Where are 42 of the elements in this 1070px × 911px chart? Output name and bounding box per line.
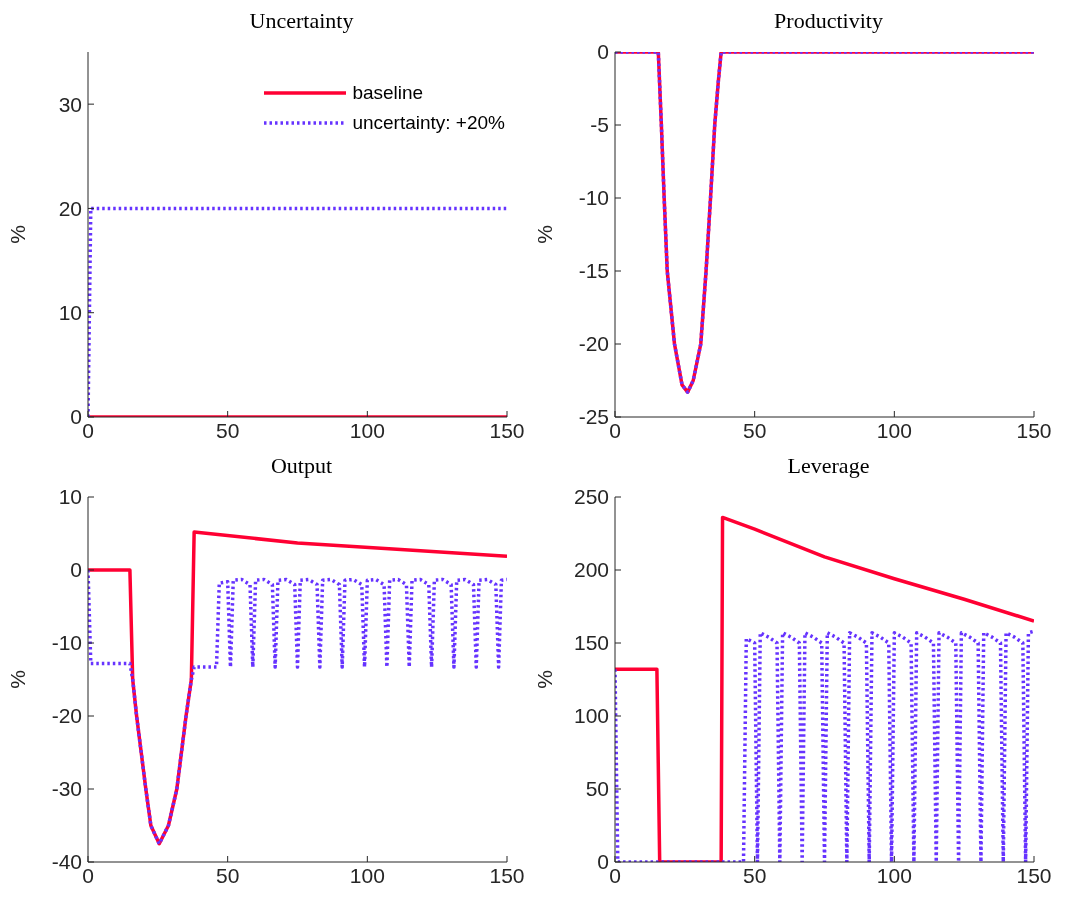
x-tick-label: 150 bbox=[1016, 863, 1052, 887]
y-axis-title: % bbox=[6, 670, 30, 689]
y-tick-label: -10 bbox=[578, 186, 609, 210]
x-tick-label: 150 bbox=[489, 418, 525, 442]
y-tick-label: 200 bbox=[573, 558, 609, 582]
x-tick-label: 100 bbox=[349, 863, 385, 887]
x-tick-label: 150 bbox=[1016, 418, 1052, 442]
y-tick-label: 150 bbox=[573, 631, 609, 655]
chart-title: Productivity bbox=[773, 8, 884, 35]
y-axis-title: % bbox=[533, 670, 557, 689]
y-tick-label: -20 bbox=[578, 332, 609, 356]
y-tick-label: 10 bbox=[58, 485, 82, 509]
x-tick-label: 100 bbox=[876, 418, 912, 442]
y-tick-label: -10 bbox=[51, 631, 82, 655]
y-tick-label: 0 bbox=[597, 40, 609, 64]
y-tick-label: 0 bbox=[70, 558, 82, 582]
x-tick-label: 50 bbox=[215, 863, 240, 887]
chart-title: Leverage bbox=[786, 453, 871, 480]
chart-title: Uncertainty bbox=[248, 8, 355, 35]
chart-title: Output bbox=[269, 453, 334, 480]
legend-label: uncertainty: +20% bbox=[352, 112, 505, 134]
y-tick-label: -5 bbox=[590, 113, 609, 137]
x-tick-label: 50 bbox=[742, 418, 767, 442]
y-tick-label: 100 bbox=[573, 704, 609, 728]
y-tick-label: -40 bbox=[51, 850, 82, 874]
y-tick-label: 250 bbox=[573, 485, 609, 509]
x-tick-label: 100 bbox=[349, 418, 385, 442]
legend-label: baseline bbox=[352, 82, 424, 104]
y-tick-label: -20 bbox=[51, 704, 82, 728]
y-tick-label: -30 bbox=[51, 777, 82, 801]
y-tick-label: 10 bbox=[58, 301, 82, 325]
y-tick-label: -15 bbox=[578, 259, 609, 283]
y-axis-title: % bbox=[6, 225, 30, 244]
y-tick-label: 20 bbox=[58, 196, 82, 220]
y-tick-label: 30 bbox=[58, 92, 82, 116]
y-tick-label: 50 bbox=[585, 777, 609, 801]
y-axis-title: % bbox=[533, 225, 557, 244]
x-tick-label: 150 bbox=[489, 863, 525, 887]
y-tick-label: -25 bbox=[578, 405, 609, 429]
x-tick-label: 100 bbox=[876, 863, 912, 887]
x-tick-label: 50 bbox=[742, 863, 767, 887]
x-tick-label: 50 bbox=[215, 418, 240, 442]
